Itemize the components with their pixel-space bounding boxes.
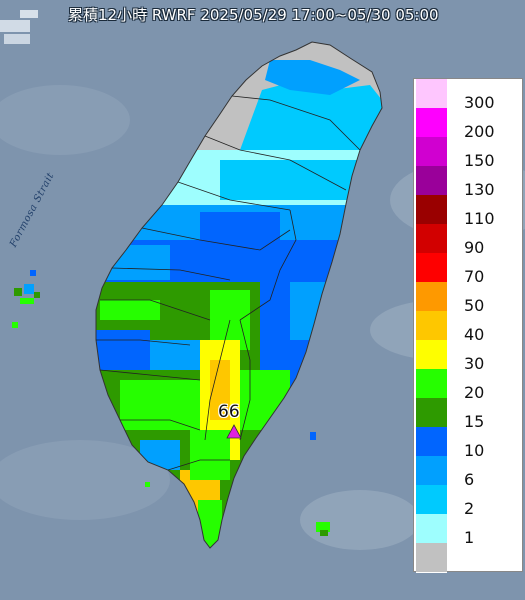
- legend-row: 6: [414, 456, 522, 489]
- legend-label: 30: [464, 354, 485, 373]
- legend-label: 10: [464, 441, 485, 460]
- legend-label: 130: [464, 180, 495, 199]
- orchid-island: [316, 522, 330, 536]
- legend-swatch: [416, 340, 447, 370]
- legend-swatch: [416, 398, 447, 428]
- legend-row: 70: [414, 253, 522, 286]
- legend-row: 1: [414, 514, 522, 547]
- legend-label: 6: [464, 470, 475, 489]
- legend-swatch: [416, 456, 447, 486]
- county-boundaries: [96, 95, 361, 471]
- taiwan-coastline: [95, 41, 383, 549]
- legend-row: 130: [414, 166, 522, 199]
- legend-label: 200: [464, 122, 495, 141]
- map-title: 累積12小時 RWRF 2025/05/29 17:00~05/30 05:00: [68, 6, 439, 24]
- legend-row: 40: [414, 311, 522, 344]
- legend-label: 20: [464, 383, 485, 402]
- legend-swatch: [416, 166, 447, 196]
- legend-swatch: [416, 137, 447, 167]
- legend-row: 30: [414, 340, 522, 373]
- peak-marker-icon: [226, 424, 242, 439]
- legend-row: 110: [414, 195, 522, 228]
- legend-swatch: [416, 427, 447, 457]
- legend-label: 50: [464, 296, 485, 315]
- green-island: [310, 432, 316, 440]
- penghu-islands: [12, 270, 40, 328]
- legend-label: 2: [464, 499, 475, 518]
- legend-swatch: [416, 311, 447, 341]
- liuqiu-island: [145, 482, 150, 487]
- legend-row: 300: [414, 79, 522, 112]
- legend-row: 15: [414, 398, 522, 431]
- legend-row: 2: [414, 485, 522, 518]
- legend-label: 40: [464, 325, 485, 344]
- legend-label: 110: [464, 209, 495, 228]
- legend-swatch: [416, 79, 447, 109]
- legend-label: 90: [464, 238, 485, 257]
- legend-swatch: [416, 108, 447, 138]
- legend-row: [414, 543, 522, 573]
- legend-swatch: [416, 485, 447, 515]
- legend-swatch: [416, 369, 447, 399]
- legend-label: 15: [464, 412, 485, 431]
- legend-label: 1: [464, 528, 475, 547]
- color-legend: 300 200 150 130 110 90 70 50 40 30 20 15 10 6 2 1: [413, 78, 523, 573]
- peak-value-label: 66: [218, 402, 240, 422]
- legend-label: 150: [464, 151, 495, 170]
- legend-row: 50: [414, 282, 522, 315]
- legend-row: 20: [414, 369, 522, 402]
- legend-swatch: [416, 543, 447, 573]
- legend-row: 150: [414, 137, 522, 170]
- legend-row: 10: [414, 427, 522, 460]
- cloud-patch-northwest: [0, 10, 38, 44]
- legend-swatch: [416, 282, 447, 312]
- legend-swatch: [416, 514, 447, 544]
- legend-row: 90: [414, 224, 522, 257]
- legend-swatch: [416, 195, 447, 225]
- legend-swatch: [416, 224, 447, 254]
- legend-swatch: [416, 253, 447, 283]
- legend-label: 300: [464, 93, 495, 112]
- legend-label: 70: [464, 267, 485, 286]
- legend-row: 200: [414, 108, 522, 141]
